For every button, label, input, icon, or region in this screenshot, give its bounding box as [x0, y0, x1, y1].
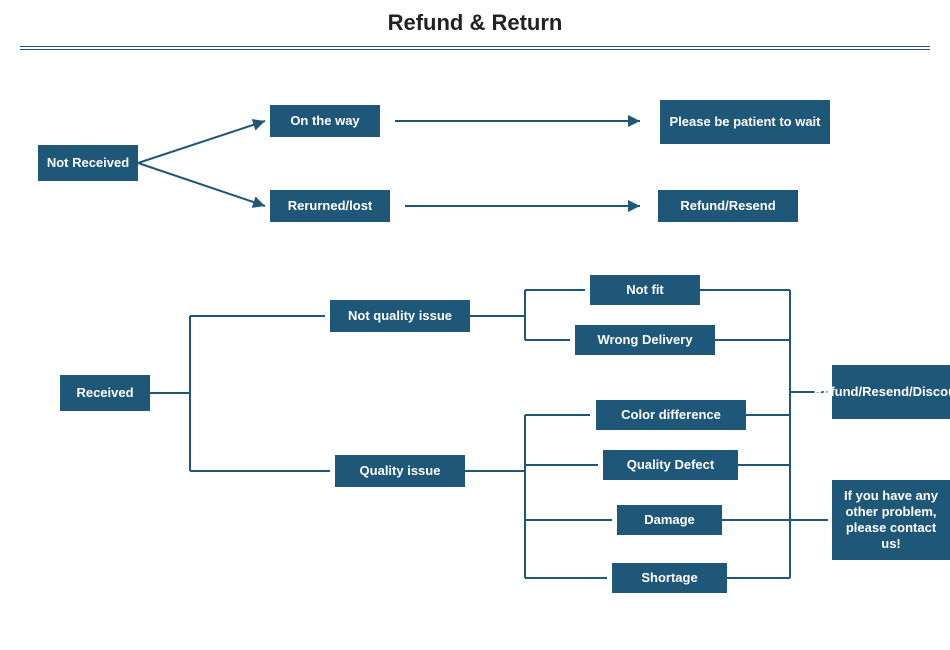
node-returned-lost: Rerurned/lost [270, 190, 390, 222]
node-wrong-delivery: Wrong Delivery [575, 325, 715, 355]
node-refund-resend: Refund/Resend [658, 190, 798, 222]
node-quality: Quality issue [335, 455, 465, 487]
node-color-diff: Color difference [596, 400, 746, 430]
page-title: Refund & Return [0, 10, 950, 36]
node-not-quality: Not quality issue [330, 300, 470, 332]
node-received: Received [60, 375, 150, 411]
title-divider [20, 46, 930, 50]
node-contact-us: If you have any other problem, please co… [832, 480, 950, 560]
node-damage: Damage [617, 505, 722, 535]
node-not-received: Not Received [38, 145, 138, 181]
edge-layer [0, 0, 950, 650]
node-on-the-way: On the way [270, 105, 380, 137]
node-not-fit: Not fit [590, 275, 700, 305]
node-quality-defect: Quality Defect [603, 450, 738, 480]
node-please-wait: Please be patient to wait [660, 100, 830, 144]
node-refund-resend-disc: Refund/Resend/Discount [832, 365, 950, 419]
node-shortage: Shortage [612, 563, 727, 593]
